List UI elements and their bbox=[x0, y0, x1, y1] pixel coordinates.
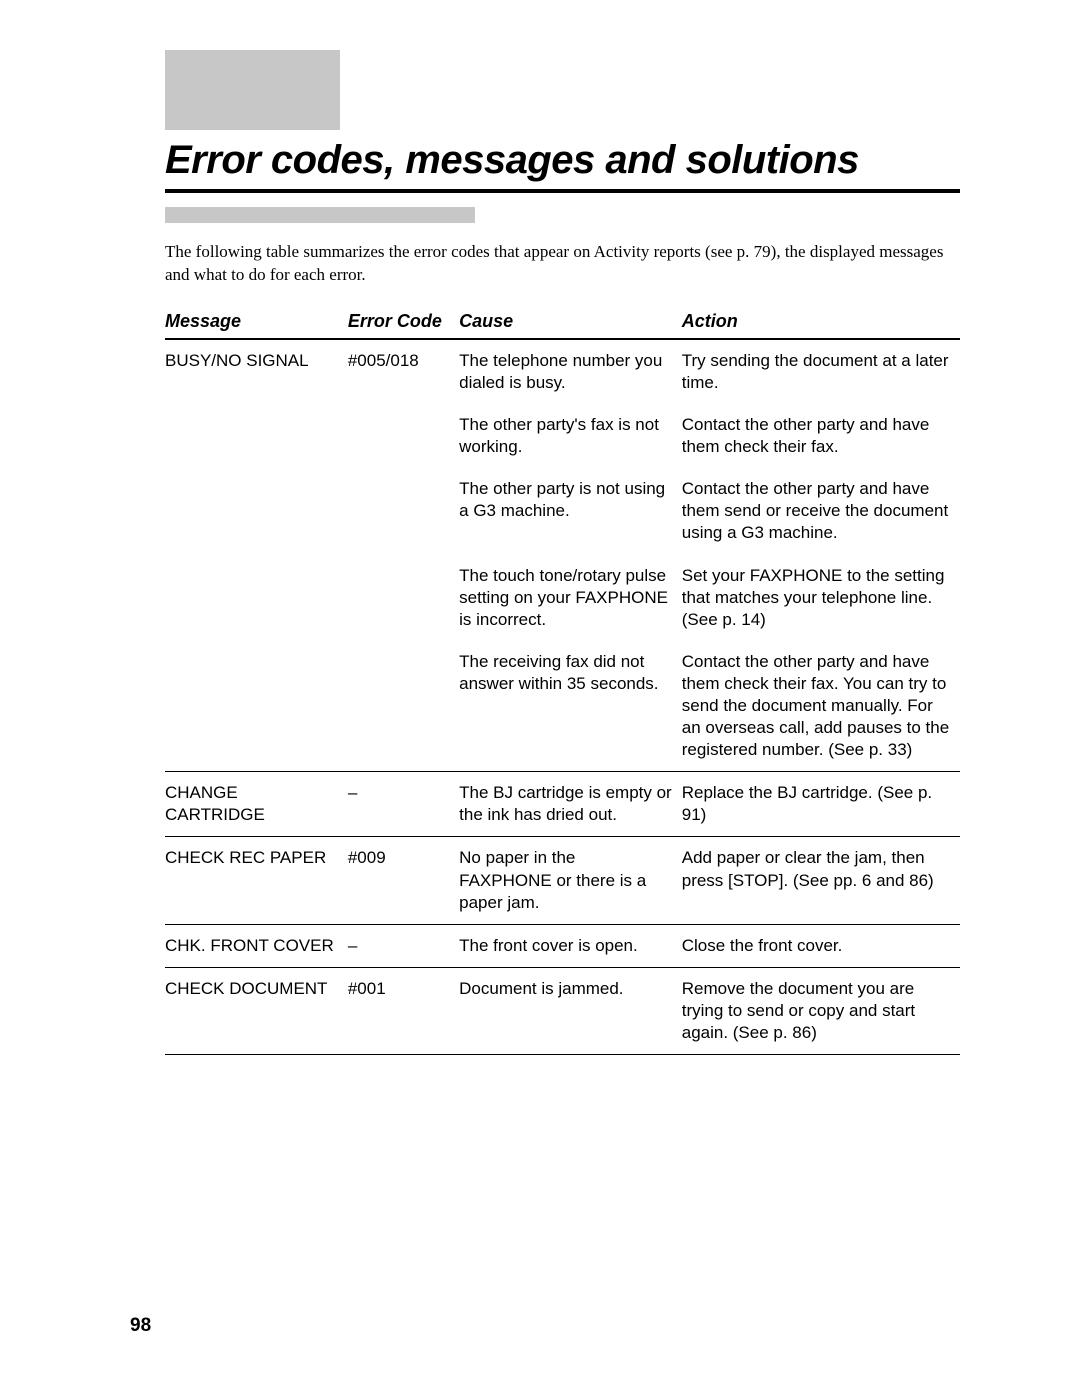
cell-action: Replace the BJ cartridge. (See p. 91) bbox=[682, 772, 960, 837]
cell-message bbox=[165, 468, 348, 554]
col-header-cause: Cause bbox=[459, 307, 682, 339]
cell-message: CHECK REC PAPER bbox=[165, 837, 348, 924]
subtitle-gray-bar bbox=[165, 207, 475, 223]
cell-cause: The front cover is open. bbox=[459, 924, 682, 967]
table-row: The touch tone/rotary pulse setting on y… bbox=[165, 555, 960, 641]
cell-cause: The other party is not using a G3 machin… bbox=[459, 468, 682, 554]
cell-cause: The BJ cartridge is empty or the ink has… bbox=[459, 772, 682, 837]
title-rule bbox=[165, 189, 960, 193]
cell-error-code bbox=[348, 404, 459, 468]
table-row: CHECK REC PAPER#009No paper in the FAXPH… bbox=[165, 837, 960, 924]
cell-cause: The touch tone/rotary pulse setting on y… bbox=[459, 555, 682, 641]
cell-action: Set your FAXPHONE to the setting that ma… bbox=[682, 555, 960, 641]
table-row: The other party is not using a G3 machin… bbox=[165, 468, 960, 554]
cell-cause: Document is jammed. bbox=[459, 967, 682, 1054]
cell-message: BUSY/NO SIGNAL bbox=[165, 339, 348, 404]
table-row: CHK. FRONT COVER–The front cover is open… bbox=[165, 924, 960, 967]
cell-error-code: – bbox=[348, 772, 459, 837]
cell-message bbox=[165, 555, 348, 641]
cell-action: Close the front cover. bbox=[682, 924, 960, 967]
cell-cause: The telephone number you dialed is busy. bbox=[459, 339, 682, 404]
error-codes-table: Message Error Code Cause Action BUSY/NO … bbox=[165, 307, 960, 1055]
table-row: CHECK DOCUMENT#001Document is jammed.Rem… bbox=[165, 967, 960, 1054]
table-header-row: Message Error Code Cause Action bbox=[165, 307, 960, 339]
cell-message: CHECK DOCUMENT bbox=[165, 967, 348, 1054]
cell-cause: The receiving fax did not answer within … bbox=[459, 641, 682, 772]
cell-error-code bbox=[348, 555, 459, 641]
page-title: Error codes, messages and solutions bbox=[165, 138, 960, 183]
table-row: CHANGE CARTRIDGE–The BJ cartridge is emp… bbox=[165, 772, 960, 837]
cell-message bbox=[165, 404, 348, 468]
table-row: BUSY/NO SIGNAL#005/018The telephone numb… bbox=[165, 339, 960, 404]
cell-action: Add paper or clear the jam, then press [… bbox=[682, 837, 960, 924]
cell-error-code bbox=[348, 641, 459, 772]
cell-message: CHANGE CARTRIDGE bbox=[165, 772, 348, 837]
cell-action: Contact the other party and have them ch… bbox=[682, 404, 960, 468]
cell-action: Remove the document you are trying to se… bbox=[682, 967, 960, 1054]
cell-error-code: – bbox=[348, 924, 459, 967]
cell-error-code: #001 bbox=[348, 967, 459, 1054]
col-header-message: Message bbox=[165, 307, 348, 339]
cell-cause: No paper in the FAXPHONE or there is a p… bbox=[459, 837, 682, 924]
cell-action: Contact the other party and have them ch… bbox=[682, 641, 960, 772]
col-header-code: Error Code bbox=[348, 307, 459, 339]
page-number: 98 bbox=[130, 1315, 151, 1337]
intro-paragraph: The following table summarizes the error… bbox=[165, 241, 960, 287]
cell-cause: The other party's fax is not working. bbox=[459, 404, 682, 468]
table-row: The receiving fax did not answer within … bbox=[165, 641, 960, 772]
cell-message bbox=[165, 641, 348, 772]
cell-error-code: #009 bbox=[348, 837, 459, 924]
cell-error-code bbox=[348, 468, 459, 554]
table-row: The other party's fax is not working.Con… bbox=[165, 404, 960, 468]
cell-action: Try sending the document at a later time… bbox=[682, 339, 960, 404]
col-header-action: Action bbox=[682, 307, 960, 339]
header-gray-box bbox=[165, 50, 340, 130]
cell-action: Contact the other party and have them se… bbox=[682, 468, 960, 554]
cell-error-code: #005/018 bbox=[348, 339, 459, 404]
cell-message: CHK. FRONT COVER bbox=[165, 924, 348, 967]
